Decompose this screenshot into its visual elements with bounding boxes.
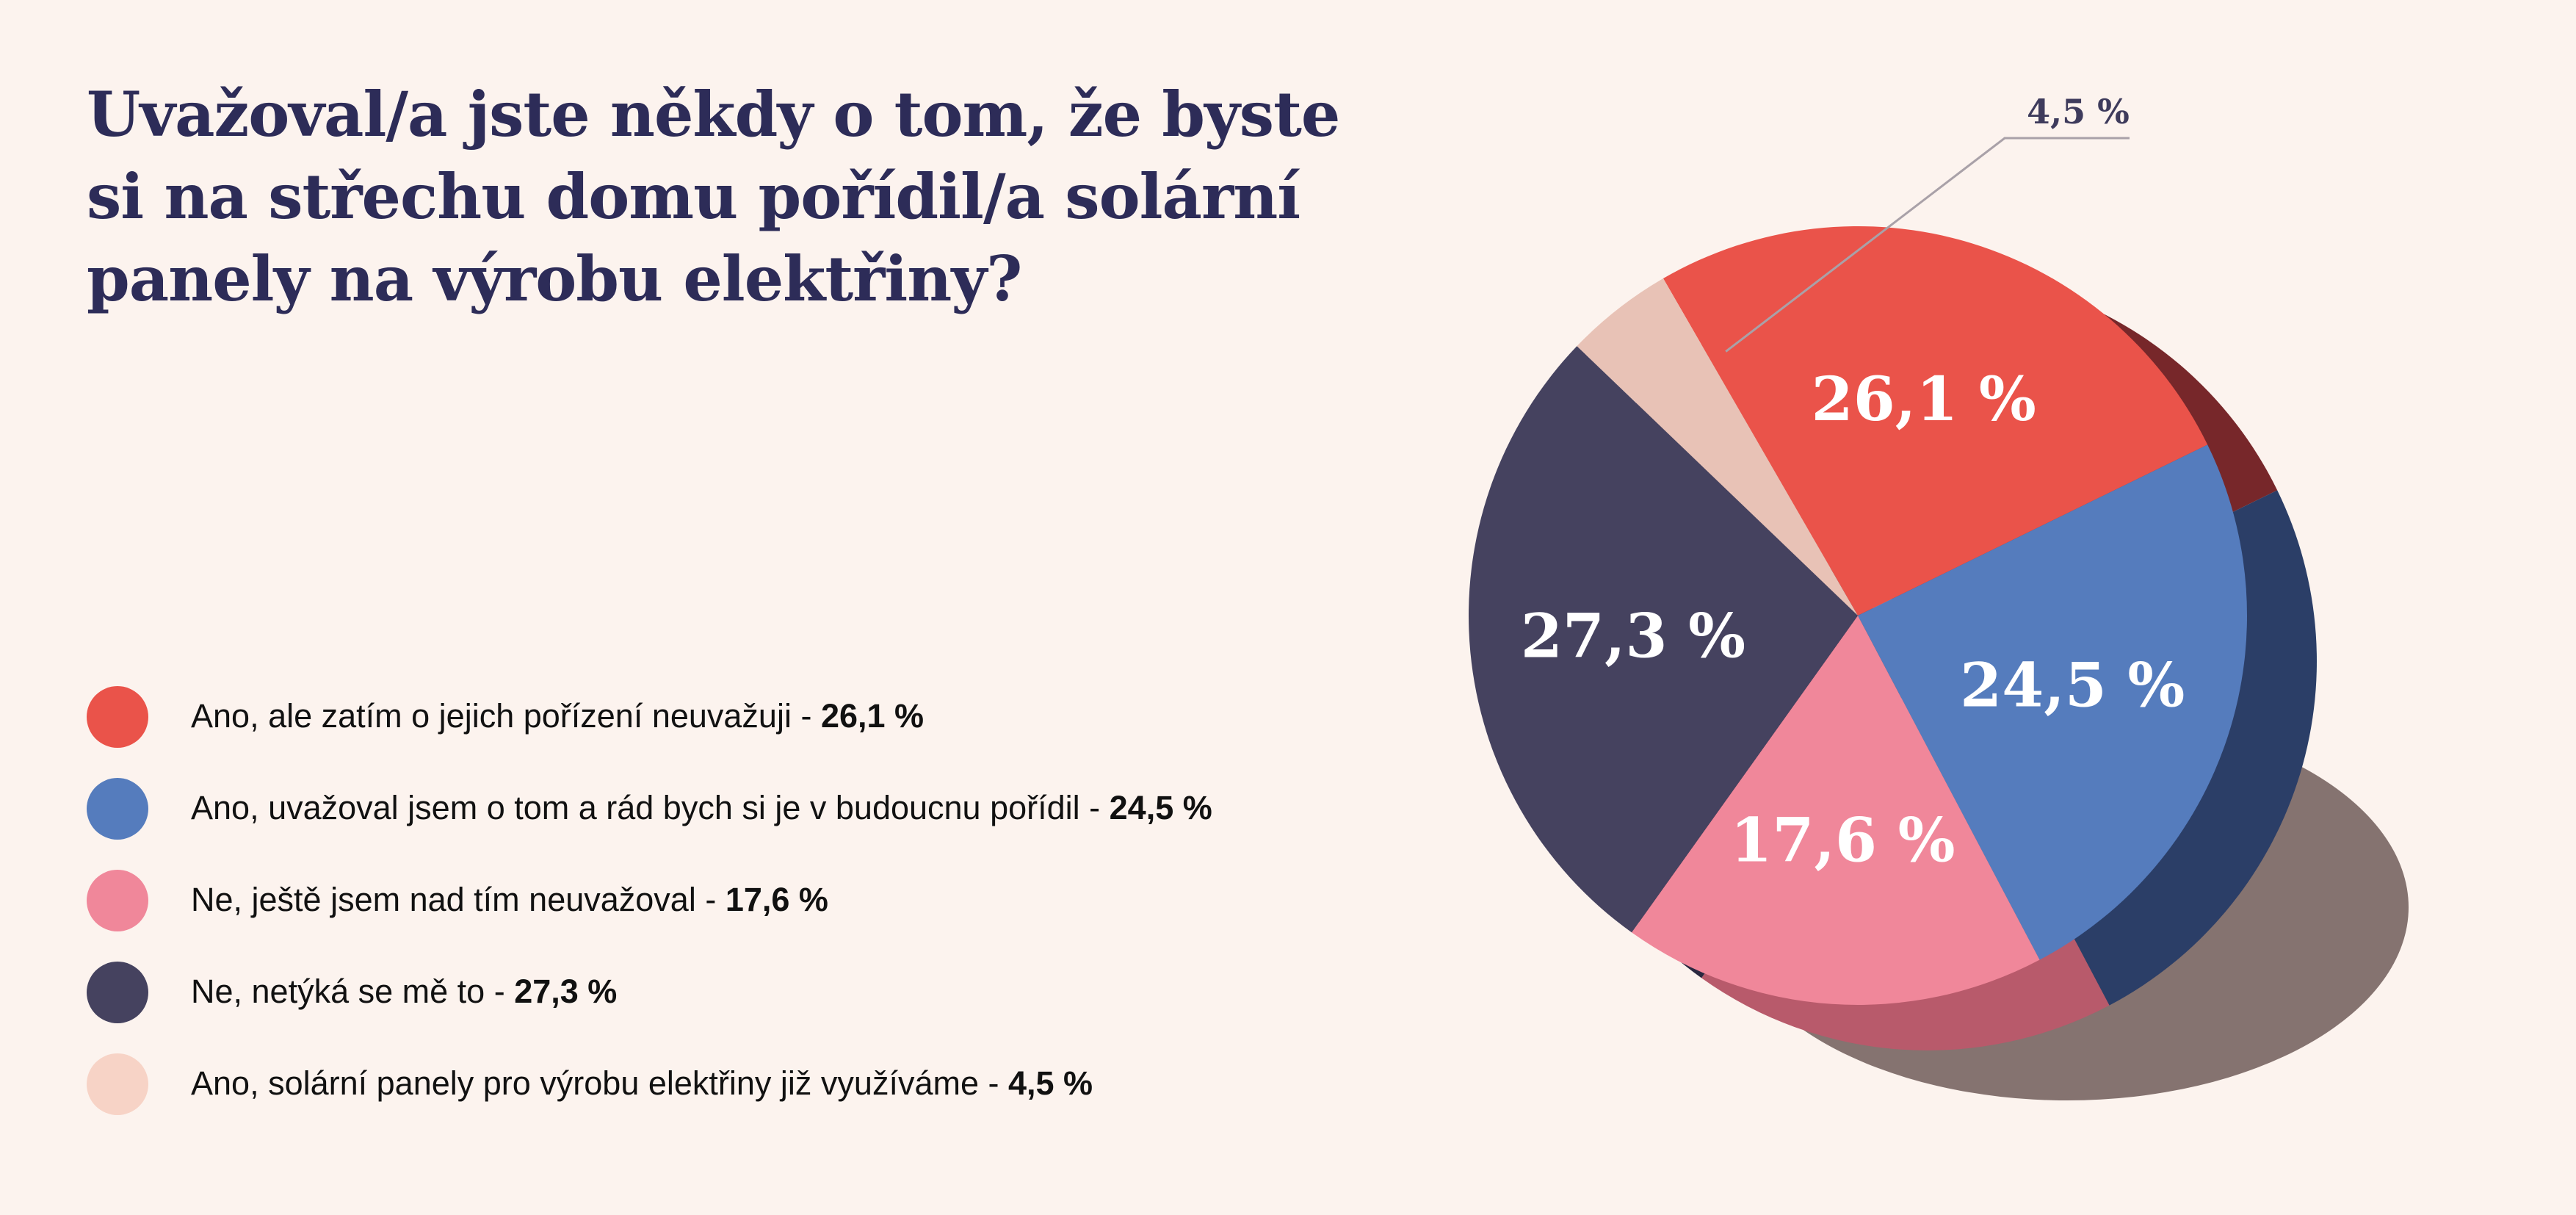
legend-item: Ne, netýká se mě to - 27,3 % [87, 953, 1408, 1045]
legend-label: Ano, solární panely pro výrobu elektřiny… [191, 1064, 1093, 1102]
pie-slice [1577, 278, 1858, 616]
pie-slice [1858, 444, 2247, 960]
legend-text: Ano, uvažoval jsem o tom a rád bych si j… [191, 789, 1080, 826]
legend-swatch [87, 870, 148, 931]
legend-label: Ano, ale zatím o jejich pořízení neuvažu… [191, 697, 925, 735]
legend-value: 24,5 % [1109, 789, 1212, 826]
pie-slice-label: 26,1 % [1812, 364, 2036, 435]
legend-item: Ne, ještě jsem nad tím neuvažoval - 17,6… [87, 861, 1408, 953]
callout-line [1725, 137, 2130, 353]
legend-value: 26,1 % [820, 697, 925, 735]
title-line: Uvažoval/a jste někdy o tom, že byste [87, 78, 1340, 151]
legend-label: Ano, uvažoval jsem o tom a rád bych si j… [191, 789, 1212, 826]
legend-text: Ne, netýká se mě to [191, 973, 485, 1010]
pie-slice [1663, 226, 2208, 616]
legend-value: 27,3 % [514, 973, 618, 1010]
legend-text: Ano, solární panely pro výrobu elektřiny… [191, 1064, 979, 1102]
legend: Ano, ale zatím o jejich pořízení neuvažu… [87, 677, 1408, 1136]
legend-value: 4,5 % [1008, 1064, 1093, 1102]
legend-label: Ne, netýká se mě to - 27,3 % [191, 973, 618, 1010]
legend-swatch [87, 778, 148, 840]
pie-slice [1632, 616, 2040, 1006]
legend-value: 17,6 % [725, 881, 828, 918]
legend-item: Ano, uvažoval jsem o tom a rád bych si j… [87, 769, 1408, 861]
legend-item: Ano, ale zatím o jejich pořízení neuvažu… [87, 677, 1408, 769]
legend-swatch [87, 1053, 148, 1115]
pie-slice-label: 24,5 % [1960, 650, 2185, 721]
legend-text: Ne, ještě jsem nad tím neuvažoval [191, 881, 696, 918]
title-line: si na střechu domu pořídil/a solární [87, 160, 1300, 233]
legend-item: Ano, solární panely pro výrobu elektřiny… [87, 1045, 1408, 1136]
legend-text: Ano, ale zatím o jejich pořízení neuvažu… [191, 697, 792, 735]
legend-swatch [87, 962, 148, 1023]
pie-slice [1469, 346, 1858, 933]
chart-title: Uvažoval/a jste někdy o tom, že byste si… [87, 73, 1379, 320]
pie-slice-label: 4,5 % [2027, 92, 2130, 131]
title-line: panely na výrobu elektřiny? [87, 242, 1022, 315]
pie-slice-label: 17,6 % [1730, 806, 1955, 876]
pie-slice-label: 27,3 % [1521, 602, 1745, 672]
legend-swatch [87, 686, 148, 748]
legend-label: Ne, ještě jsem nad tím neuvažoval - 17,6… [191, 881, 828, 918]
